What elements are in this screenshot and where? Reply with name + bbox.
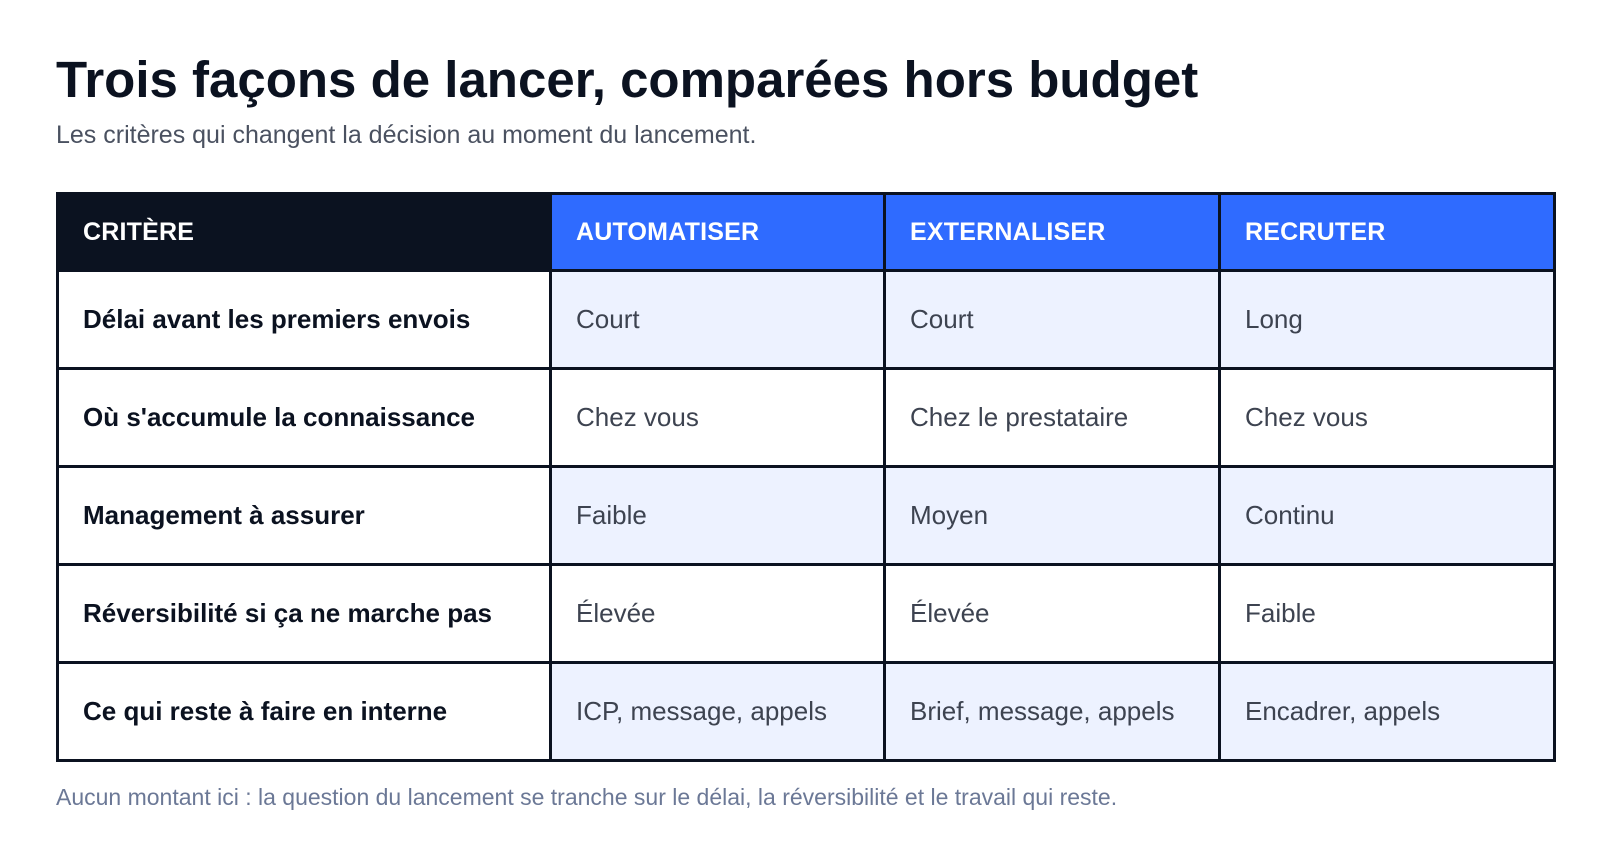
column-header-criterion: CRITÈRE: [56, 192, 552, 272]
cell-externaliser: Brief, message, appels: [883, 661, 1221, 762]
cell-recruter: Chez vous: [1218, 367, 1556, 468]
page-subtitle: Les critères qui changent la décision au…: [56, 121, 757, 149]
cell-recruter: Continu: [1218, 465, 1556, 566]
comparison-table: CRITÈRE AUTOMATISER EXTERNALISER RECRUTE…: [56, 192, 1556, 762]
cell-externaliser: Moyen: [883, 465, 1221, 566]
page-title: Trois façons de lancer, comparées hors b…: [56, 51, 1199, 108]
cell-recruter: Encadrer, appels: [1218, 661, 1556, 762]
row-criterion: Réversibilité si ça ne marche pas: [56, 563, 552, 664]
table-row: Délai avant les premiers envois Court Co…: [56, 269, 1556, 370]
cell-automatiser: Court: [549, 269, 886, 370]
cell-recruter: Long: [1218, 269, 1556, 370]
cell-externaliser: Élevée: [883, 563, 1221, 664]
column-header-automatiser: AUTOMATISER: [549, 192, 886, 272]
row-criterion: Délai avant les premiers envois: [56, 269, 552, 370]
cell-automatiser: Élevée: [549, 563, 886, 664]
cell-externaliser: Chez le prestataire: [883, 367, 1221, 468]
cell-externaliser: Court: [883, 269, 1221, 370]
comparison-table-container: CRITÈRE AUTOMATISER EXTERNALISER RECRUTE…: [56, 192, 1556, 762]
row-criterion: Management à assurer: [56, 465, 552, 566]
table-header-row: CRITÈRE AUTOMATISER EXTERNALISER RECRUTE…: [56, 192, 1556, 272]
footnote: Aucun montant ici : la question du lance…: [56, 784, 1118, 810]
row-criterion: Où s'accumule la connaissance: [56, 367, 552, 468]
cell-automatiser: Chez vous: [549, 367, 886, 468]
row-criterion: Ce qui reste à faire en interne: [56, 661, 552, 762]
cell-automatiser: Faible: [549, 465, 886, 566]
column-header-externaliser: EXTERNALISER: [883, 192, 1221, 272]
table-row: Où s'accumule la connaissance Chez vous …: [56, 367, 1556, 468]
cell-recruter: Faible: [1218, 563, 1556, 664]
table-row: Ce qui reste à faire en interne ICP, mes…: [56, 661, 1556, 762]
table-row: Réversibilité si ça ne marche pas Élevée…: [56, 563, 1556, 664]
table-row: Management à assurer Faible Moyen Contin…: [56, 465, 1556, 566]
column-header-recruter: RECRUTER: [1218, 192, 1556, 272]
cell-automatiser: ICP, message, appels: [549, 661, 886, 762]
